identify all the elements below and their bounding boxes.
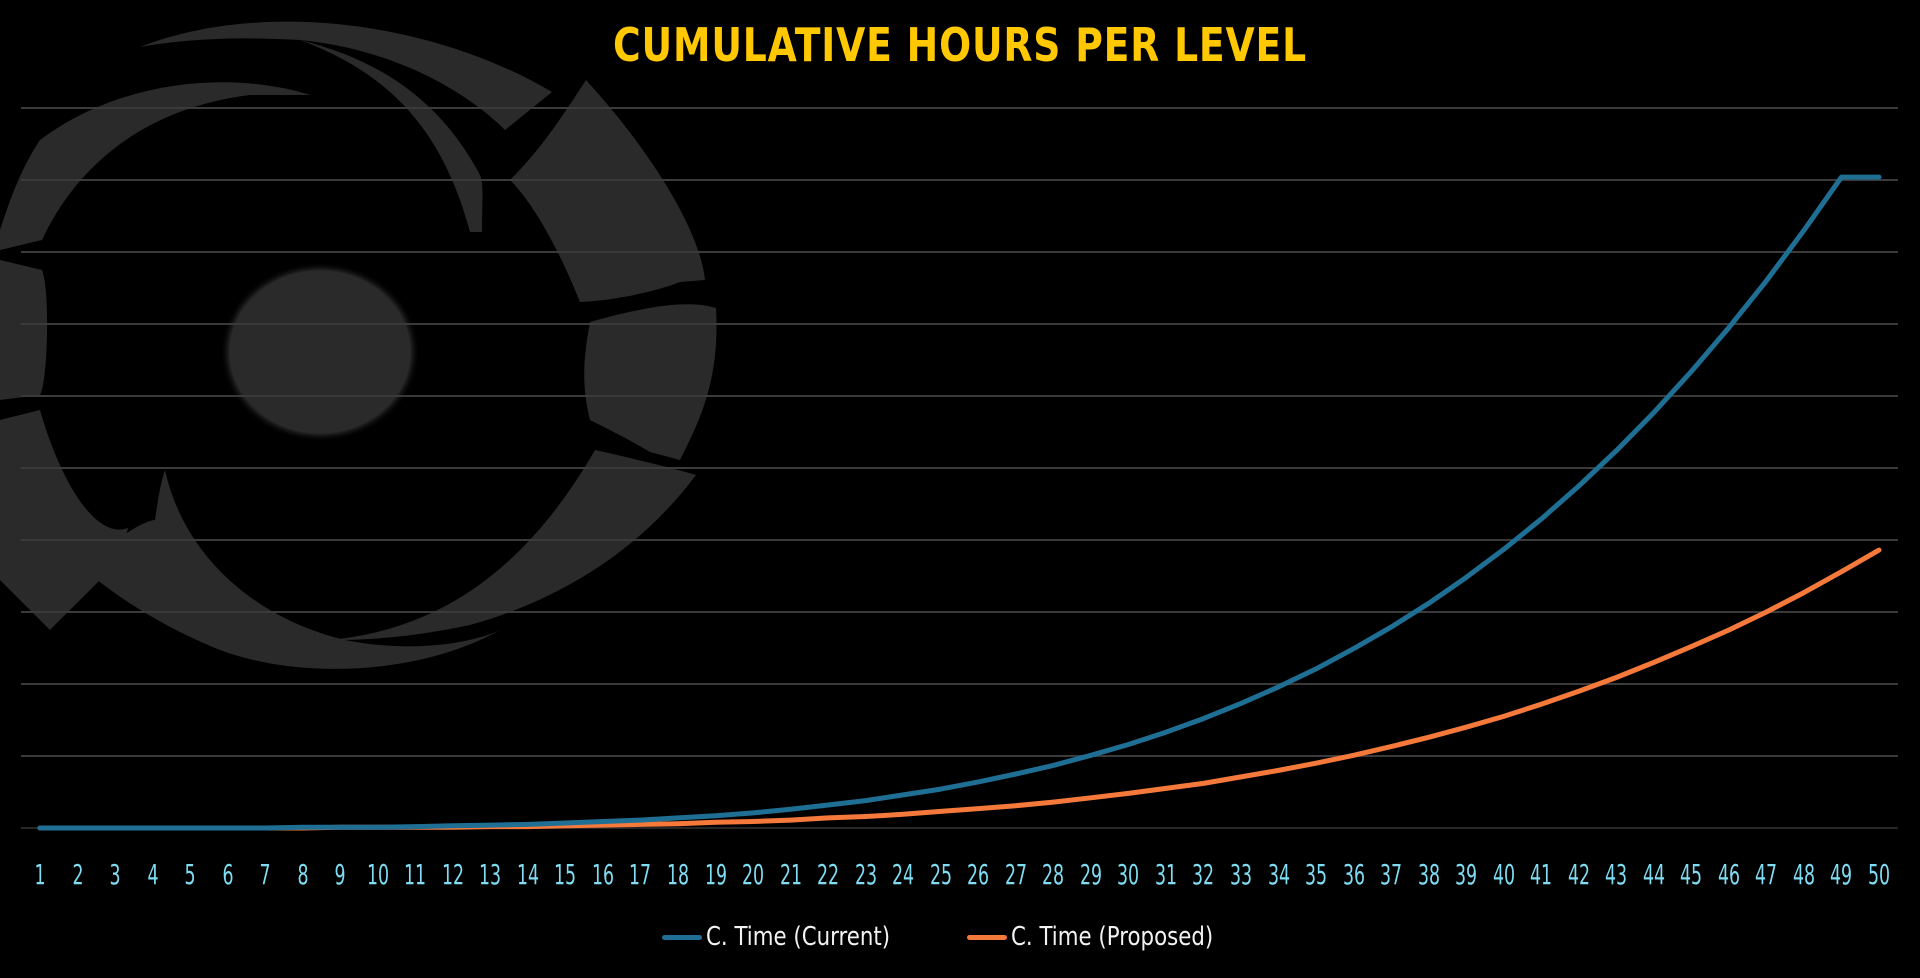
x-tick-label: 12 bbox=[441, 858, 464, 891]
x-tick-label: 45 bbox=[1680, 858, 1703, 891]
chart-title: CUMULATIVE HOURS PER LEVEL bbox=[613, 18, 1307, 72]
chart-legend: C. Time (Current) C. Time (Proposed) bbox=[0, 922, 1920, 952]
x-tick-label: 28 bbox=[1042, 858, 1065, 891]
x-tick-label: 31 bbox=[1154, 858, 1177, 891]
x-tick-label: 50 bbox=[1867, 858, 1891, 891]
x-tick-label: 16 bbox=[591, 858, 614, 891]
x-tick-label: 41 bbox=[1530, 858, 1553, 891]
x-tick-label: 14 bbox=[516, 858, 539, 891]
legend-swatch-current bbox=[662, 934, 703, 940]
x-tick-label: 38 bbox=[1417, 858, 1440, 891]
x-tick-label: 34 bbox=[1267, 858, 1290, 891]
legend-label-proposed: C. Time (Proposed) bbox=[1010, 922, 1214, 952]
x-tick-label: 18 bbox=[666, 858, 690, 891]
x-tick-label: 3 bbox=[109, 858, 121, 891]
x-tick-label: 44 bbox=[1642, 858, 1665, 891]
x-tick-label: 8 bbox=[297, 858, 309, 891]
x-tick-label: 17 bbox=[629, 858, 652, 891]
series-line-current bbox=[37, 174, 1882, 831]
x-tick-label: 40 bbox=[1492, 858, 1515, 891]
x-tick-label: 35 bbox=[1304, 858, 1328, 891]
x-tick-label: 29 bbox=[1079, 858, 1102, 891]
x-tick-label: 21 bbox=[779, 858, 802, 891]
x-tick-label: 42 bbox=[1567, 858, 1590, 891]
x-tick-label: 22 bbox=[817, 858, 840, 891]
legend-item-proposed[interactable]: C. Time (Proposed) bbox=[966, 922, 1258, 952]
x-tick-label: 27 bbox=[1004, 858, 1027, 891]
x-tick-label: 6 bbox=[222, 858, 234, 891]
x-tick-label: 4 bbox=[147, 858, 159, 891]
x-tick-label: 39 bbox=[1455, 858, 1478, 891]
series-lines bbox=[37, 174, 1882, 831]
x-tick-label: 37 bbox=[1380, 858, 1403, 891]
x-tick-label: 9 bbox=[334, 858, 346, 891]
x-tick-label: 46 bbox=[1717, 858, 1740, 891]
x-tick-label: 48 bbox=[1792, 858, 1815, 891]
x-tick-label: 7 bbox=[259, 858, 271, 891]
gridlines bbox=[21, 107, 1898, 829]
legend-item-current[interactable]: C. Time (Current) bbox=[662, 922, 931, 952]
x-tick-label: 20 bbox=[742, 858, 765, 891]
x-tick-label: 19 bbox=[704, 858, 727, 891]
x-tick-label: 11 bbox=[404, 858, 427, 891]
x-tick-label: 49 bbox=[1830, 858, 1853, 891]
x-tick-label: 30 bbox=[1117, 858, 1140, 891]
x-tick-label: 47 bbox=[1755, 858, 1778, 891]
x-tick-label: 32 bbox=[1192, 858, 1215, 891]
x-tick-label: 24 bbox=[892, 858, 915, 891]
x-tick-label: 13 bbox=[479, 858, 502, 891]
x-tick-label: 25 bbox=[929, 858, 952, 891]
x-tick-label: 36 bbox=[1342, 858, 1365, 891]
x-tick-label: 23 bbox=[854, 858, 877, 891]
x-tick-label: 15 bbox=[554, 858, 577, 891]
x-tick-label: 26 bbox=[967, 858, 990, 891]
x-tick-label: 43 bbox=[1605, 858, 1628, 891]
x-tick-label: 5 bbox=[184, 858, 196, 891]
legend-label-current: C. Time (Current) bbox=[706, 922, 891, 952]
x-axis-tick-labels: 1 2 3 4 5 6 7 8 9 10 11 12 13 14 15 16 17 18 19 20 21 22 23 24 2… bbox=[0, 858, 1920, 898]
logo-watermark-icon bbox=[0, 21, 717, 669]
x-tick-label: 10 bbox=[366, 858, 389, 891]
x-tick-label: 1 bbox=[34, 858, 46, 891]
legend-swatch-proposed bbox=[966, 934, 1007, 940]
x-tick-label: 33 bbox=[1229, 858, 1253, 891]
x-tick-label: 2 bbox=[71, 858, 84, 891]
